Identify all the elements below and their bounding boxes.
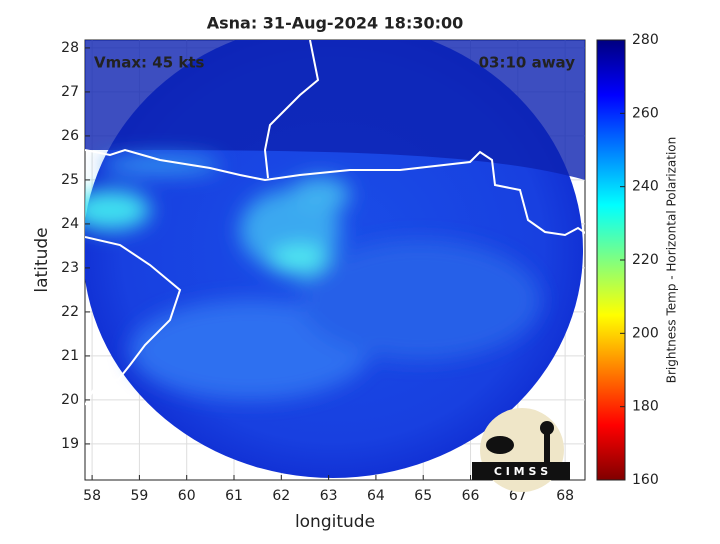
x-tick-label: 64 <box>367 488 385 504</box>
colorbar-label: Brightness Temp - Horizontal Polarizatio… <box>665 137 679 384</box>
colorbar-tick-label: 180 <box>632 399 659 415</box>
x-tick-label: 62 <box>272 488 290 504</box>
logo-text: C I M S S <box>494 465 548 478</box>
y-tick-label: 21 <box>61 348 79 364</box>
y-tick-label: 22 <box>61 304 79 320</box>
chart-title: Asna: 31-Aug-2024 18:30:00 <box>207 14 464 33</box>
y-tick-label: 20 <box>61 392 79 408</box>
y-tick-label: 27 <box>61 84 79 100</box>
x-tick-label: 66 <box>462 488 480 504</box>
y-tick-label: 25 <box>61 172 79 188</box>
x-tick-label: 59 <box>130 488 148 504</box>
annotation: Vmax: 45 kts <box>94 54 204 72</box>
logo: C I M S S <box>472 408 570 492</box>
x-tick-label: 60 <box>178 488 196 504</box>
colorbar-tick-label: 260 <box>632 105 659 121</box>
x-tick-label: 68 <box>556 488 574 504</box>
colorbar-tick-label: 220 <box>632 252 659 268</box>
x-tick-label: 67 <box>509 488 527 504</box>
annotation: 03:10 away <box>479 54 576 72</box>
x-tick-label: 63 <box>320 488 338 504</box>
x-tick-label: 61 <box>225 488 243 504</box>
x-tick-label: 58 <box>83 488 101 504</box>
x-tick-label: 65 <box>414 488 432 504</box>
colorbar-tick-label: 160 <box>632 472 659 488</box>
y-tick-label: 19 <box>61 436 79 452</box>
colorbar-tick-label: 200 <box>632 325 659 341</box>
colorbar-tick-label: 280 <box>632 32 659 48</box>
y-tick-label: 24 <box>61 216 79 232</box>
x-axis-label: longitude <box>295 512 375 532</box>
y-axis-label: latitude <box>32 227 52 292</box>
colorbar-tick-label: 240 <box>632 179 659 195</box>
y-tick-label: 23 <box>61 260 79 276</box>
y-tick-label: 28 <box>61 40 79 56</box>
y-tick-label: 26 <box>61 128 79 144</box>
satellite-image <box>85 40 585 478</box>
